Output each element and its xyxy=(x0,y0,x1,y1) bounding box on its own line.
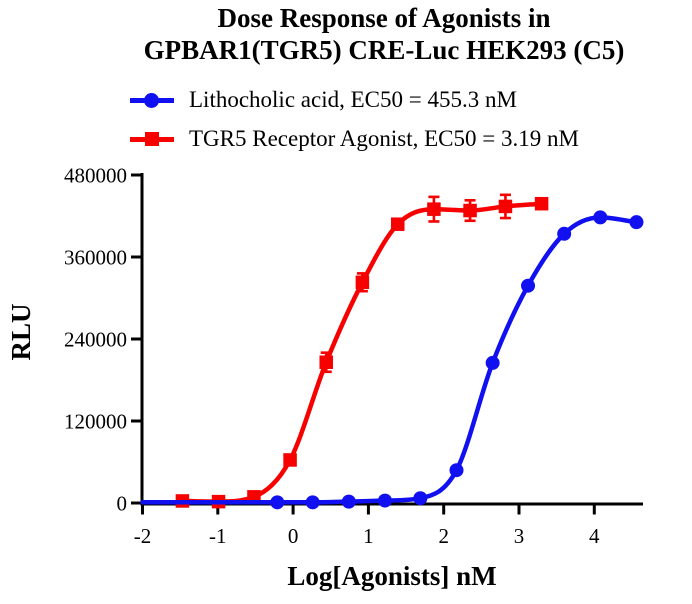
series-tgr5-receptor-agonist xyxy=(175,193,549,509)
data-point-marker-square xyxy=(319,355,333,369)
x-tick-label: 4 xyxy=(589,524,600,548)
data-point-marker-square xyxy=(355,275,370,290)
legend-marker-lithocholic xyxy=(130,92,174,108)
figure-title-line1: Dose Response of Agonists in xyxy=(217,3,551,33)
x-tick-label: 0 xyxy=(288,524,299,548)
legend-item-tgr5-agonist: TGR5 Receptor Agonist, EC50 = 3.19 nM xyxy=(130,124,579,154)
data-point-marker-square xyxy=(283,453,297,467)
y-tick-label: 480000 xyxy=(64,164,127,188)
legend-item-lithocholic-acid: Lithocholic acid, EC50 = 455.3 nM xyxy=(130,85,517,115)
data-point-marker-square xyxy=(498,199,513,214)
data-point-marker-circle xyxy=(485,355,500,370)
x-tick-label: 3 xyxy=(514,524,525,548)
x-tick-label: -2 xyxy=(134,524,152,548)
x-axis-title: Log[Agonists] nM xyxy=(287,561,496,591)
data-point-marker-square xyxy=(391,217,405,231)
data-point-marker-square xyxy=(427,202,441,216)
data-point-marker-circle xyxy=(629,215,644,230)
y-tick-label: 0 xyxy=(117,492,128,516)
data-point-marker-square xyxy=(463,203,477,218)
data-point-marker-circle xyxy=(413,491,428,506)
series-lithocholic-acid xyxy=(140,210,644,510)
blue-circle-icon xyxy=(144,92,159,108)
data-point-marker-circle xyxy=(593,210,608,225)
x-tick-label: 2 xyxy=(438,524,449,548)
y-tick-label: 240000 xyxy=(64,328,127,352)
fit-curve-tgr5-receptor-agonist xyxy=(180,201,544,504)
figure-title: Dose Response of Agonists in GPBAR1(TGR5… xyxy=(76,2,692,66)
figure-title-line2: GPBAR1(TGR5) CRE-Luc HEK293 (C5) xyxy=(143,35,625,65)
legend-label-lithocholic: Lithocholic acid, EC50 = 455.3 nM xyxy=(189,87,517,112)
data-point-marker-circle xyxy=(557,226,572,241)
y-tick-label: 360000 xyxy=(64,246,127,270)
fit-curve-lithocholic-acid xyxy=(140,215,639,505)
data-point-marker-circle xyxy=(270,495,285,510)
legend-label-tgr5: TGR5 Receptor Agonist, EC50 = 3.19 nM xyxy=(189,126,579,151)
data-point-marker-circle xyxy=(521,278,536,293)
red-square-icon xyxy=(145,132,159,146)
y-axis-title: RLU xyxy=(6,303,36,360)
y-tick-label: 120000 xyxy=(64,410,127,434)
data-point-marker-circle xyxy=(305,495,320,510)
data-point-marker-circle xyxy=(341,494,356,509)
x-tick-label: 1 xyxy=(363,524,374,548)
legend-marker-tgr5 xyxy=(130,131,174,147)
x-tick-label: -1 xyxy=(209,524,227,548)
data-point-marker-circle xyxy=(449,463,464,478)
data-point-marker-circle xyxy=(377,493,392,508)
data-point-marker-square xyxy=(534,196,549,211)
